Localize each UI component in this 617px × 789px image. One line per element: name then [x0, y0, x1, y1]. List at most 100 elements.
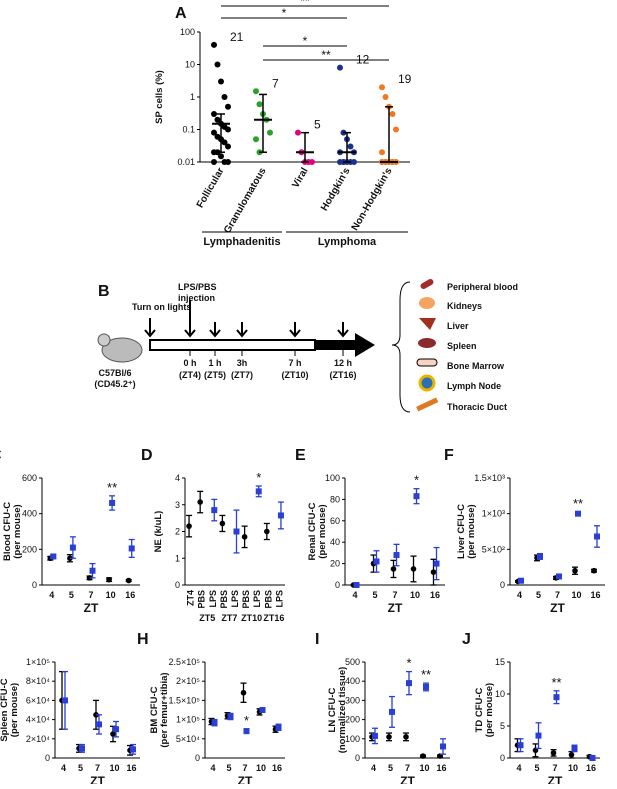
y-tick-label: 4	[175, 473, 180, 483]
data-point	[386, 734, 392, 740]
data-point	[550, 750, 557, 756]
y-tick-label: 100	[180, 27, 195, 37]
data-point	[109, 499, 116, 506]
data-point	[225, 143, 231, 150]
x-tick-label: PBS	[197, 590, 207, 609]
y-axis-label: (per mouse)	[12, 504, 23, 558]
organ-label: Liver	[447, 321, 469, 331]
y-axis-label: LN CFU-C	[327, 687, 338, 732]
data-point	[433, 560, 440, 567]
data-point	[393, 552, 400, 559]
data-point	[309, 159, 315, 165]
x-tick-label: PBS	[219, 590, 229, 609]
organ-label: Bone Marrow	[447, 361, 505, 371]
x-tick-label: Hodgkin's	[319, 166, 353, 213]
y-tick-label: 100	[325, 473, 340, 483]
y-tick-label: 1×10⁵	[26, 657, 50, 667]
data-point	[225, 159, 231, 165]
data-point	[517, 742, 524, 749]
x-tick-label: 16	[125, 590, 135, 600]
y-tick-label: 0	[500, 580, 505, 590]
data-point	[62, 697, 68, 704]
brace	[391, 281, 411, 413]
timepoint-zt: (ZT16)	[330, 370, 357, 380]
data-point	[572, 567, 578, 574]
timepoint-zt: (ZT10)	[282, 370, 309, 380]
panel-label: B	[98, 283, 110, 300]
x-tick-label: Viral	[290, 166, 310, 190]
timeline-dark	[315, 340, 355, 350]
data-point	[233, 528, 240, 535]
arrow-head	[184, 329, 196, 338]
timepoint-zt: (ZT4)	[179, 370, 201, 380]
x-tick-label: 5	[388, 763, 393, 773]
data-point	[214, 61, 221, 68]
x-tick-label: PBS	[241, 590, 251, 609]
x-tick-label: 4	[49, 590, 54, 600]
data-point	[406, 680, 412, 687]
data-point	[389, 708, 395, 715]
y-tick-label: 0	[175, 580, 180, 590]
significance-label: **	[107, 480, 117, 495]
x-tick-label: Non-Hodgkin's	[350, 166, 395, 233]
arrow-head	[144, 329, 156, 338]
significance-label: **	[421, 667, 431, 682]
y-tick-label: 400	[22, 509, 37, 519]
y-tick-label: 80	[330, 494, 340, 504]
panel-label: I	[315, 631, 319, 648]
y-tick-label: 40	[330, 537, 340, 547]
x-tick-label: LPS	[208, 590, 218, 608]
arrow-head	[337, 329, 349, 338]
y-tick-label: 0	[45, 753, 50, 763]
x-tick-label: 4	[61, 763, 66, 773]
data-point	[372, 732, 378, 739]
data-point	[241, 534, 248, 540]
significance-label: *	[244, 713, 249, 728]
x-axis-label: ZT	[238, 774, 253, 784]
data-point	[535, 732, 542, 739]
x-tick-label: 4	[352, 590, 357, 600]
data-point	[295, 129, 301, 136]
significance-label: **	[551, 675, 561, 690]
data-point	[537, 553, 543, 560]
significance-label: *	[406, 656, 411, 671]
x-tick-label: 16	[586, 763, 596, 773]
data-point	[211, 159, 217, 165]
y-axis-label: Spleen CFU-C	[0, 678, 10, 741]
panel-label: F	[444, 447, 454, 464]
y-tick-label: 100	[345, 734, 360, 744]
timepoint: 1 h	[208, 358, 221, 368]
data-point	[211, 129, 217, 136]
x-tick-label: 7	[95, 763, 100, 773]
timepoint: 7 h	[288, 358, 301, 368]
y-tick-label: 1	[175, 553, 180, 563]
data-point	[243, 728, 250, 735]
data-point	[227, 713, 234, 720]
data-point	[186, 523, 192, 529]
y-tick-label: 8×10⁴	[26, 676, 50, 686]
y-tick-label: 0	[195, 753, 200, 763]
count-label: 19	[398, 72, 412, 86]
diagram-text: C57Bl/6	[98, 368, 131, 378]
y-tick-label: 10	[185, 60, 195, 70]
y-tick-label: 600	[22, 473, 37, 483]
y-tick-label: 0.01	[177, 157, 195, 167]
icon-bone	[416, 358, 438, 367]
data-point	[277, 512, 284, 519]
panel-label: A	[175, 5, 187, 22]
data-point	[553, 694, 560, 701]
x-axis-label: ZT	[90, 774, 105, 784]
data-point	[256, 101, 263, 108]
significance-label: *	[256, 470, 261, 485]
data-point	[589, 755, 596, 761]
data-point	[575, 510, 581, 517]
data-point	[420, 753, 426, 759]
timeline-light	[149, 339, 316, 351]
timepoint-zt: (ZT5)	[204, 370, 226, 380]
icon-spleen	[418, 338, 436, 348]
x-tick-label: 4	[517, 590, 522, 600]
x-axis-label: ZT	[84, 601, 99, 615]
x-tick-label: 7	[88, 590, 93, 600]
panel-label: J	[462, 631, 471, 648]
